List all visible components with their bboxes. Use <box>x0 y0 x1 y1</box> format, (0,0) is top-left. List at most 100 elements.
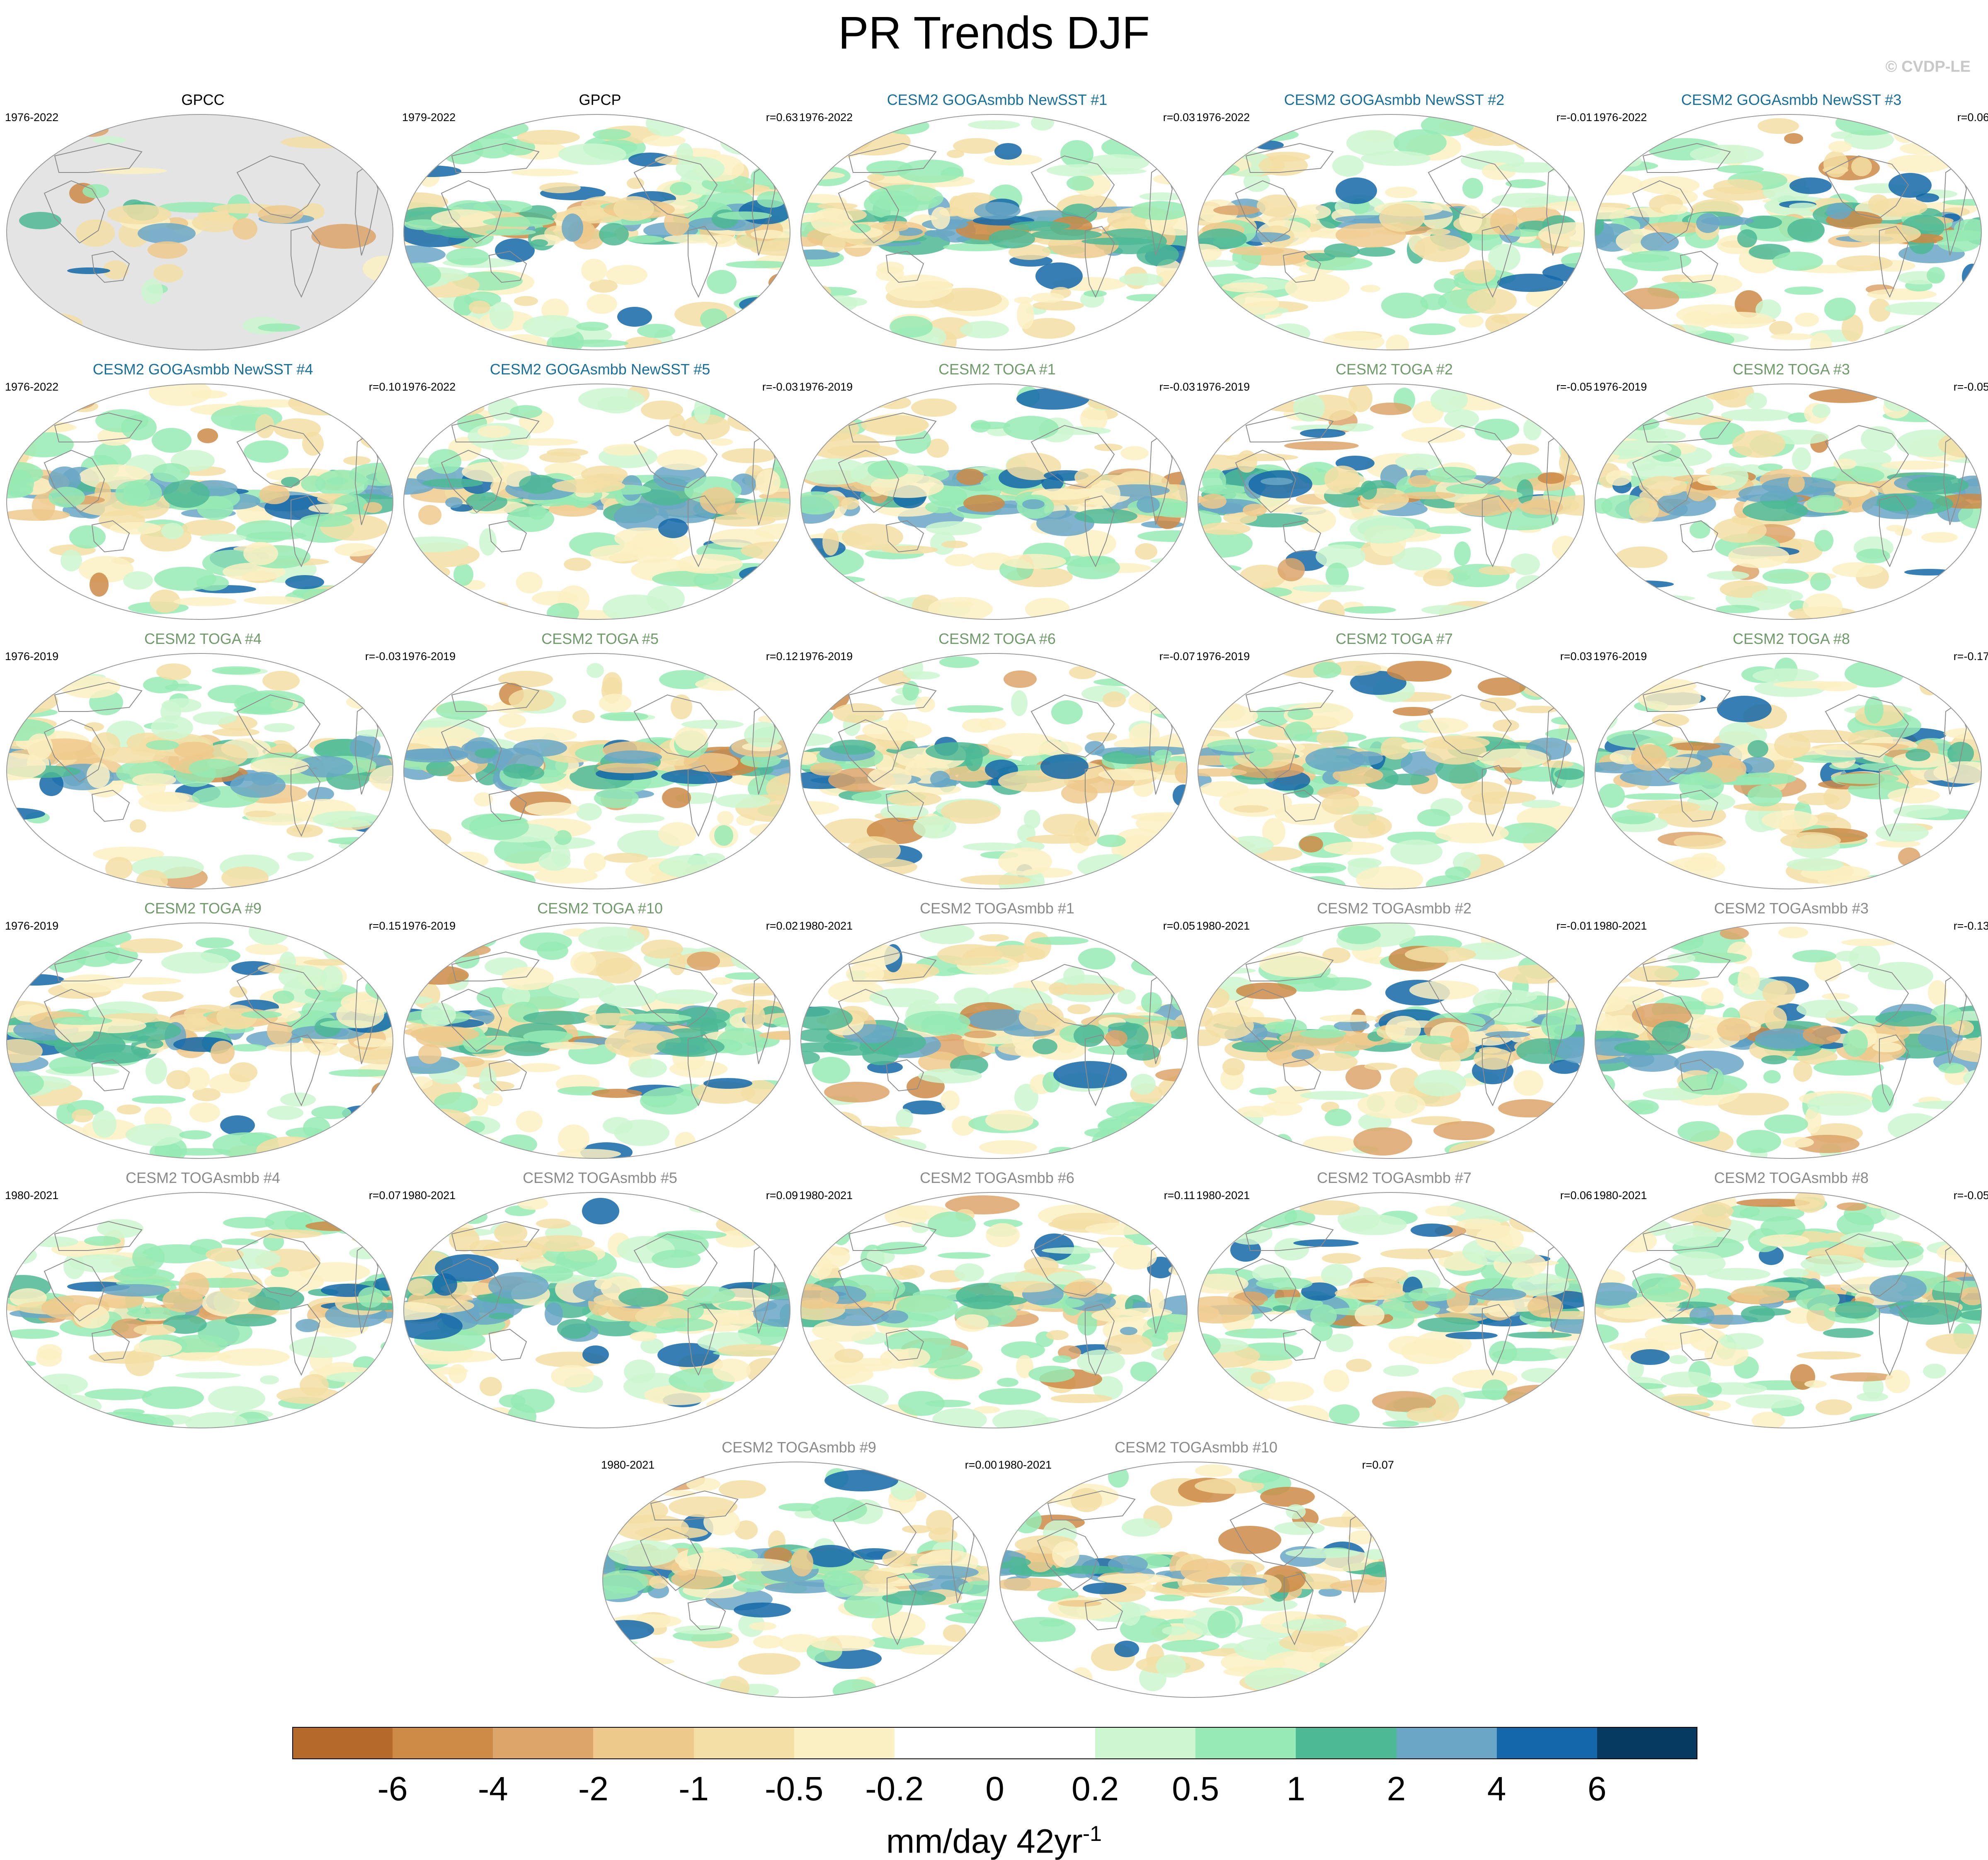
trend-blob <box>1603 1376 1620 1392</box>
map-border <box>999 1462 1387 1698</box>
trend-blob <box>706 235 737 247</box>
panel-title: CESM2 TOGA #2 <box>1336 361 1453 378</box>
coastline <box>633 694 718 758</box>
trend-blob <box>1273 1305 1291 1312</box>
trend-blob <box>576 322 609 331</box>
trend-blob <box>717 811 734 825</box>
trend-blob <box>1850 1413 1908 1425</box>
trend-blob <box>51 1017 112 1025</box>
trend-blob <box>1080 406 1108 432</box>
trend-blob <box>1096 1237 1134 1248</box>
trend-blob <box>675 726 708 751</box>
trend-blob <box>161 523 184 539</box>
coastline <box>441 719 502 783</box>
trend-blob <box>1814 957 1842 981</box>
coastline <box>291 1304 321 1376</box>
map-border <box>800 923 1188 1159</box>
trend-blob <box>355 602 373 619</box>
trend-blob <box>1818 812 1838 821</box>
trend-blob <box>262 671 300 691</box>
trend-blob <box>529 505 546 520</box>
trend-blob <box>511 169 578 176</box>
trend-blob <box>1478 677 1526 696</box>
trend-blob <box>1889 396 1944 404</box>
trend-blob <box>243 542 278 565</box>
trend-blob <box>1836 255 1893 271</box>
trend-blob <box>1198 1206 1215 1213</box>
colorbar-tick-label: 1 <box>1286 1770 1306 1808</box>
trend-blob <box>1380 1248 1453 1259</box>
trend-blob <box>881 1310 908 1323</box>
trend-blob <box>1426 228 1450 235</box>
trend-blob <box>801 250 840 260</box>
trend-blob <box>1933 761 1981 784</box>
trend-blob <box>1721 409 1792 421</box>
trend-blob <box>605 1030 666 1057</box>
trend-blob <box>1913 1101 1979 1109</box>
map-panel: CESM2 TOGAsmbb #4 1980-2021 r=0.07 <box>5 1169 401 1435</box>
trend-blob <box>1395 454 1442 470</box>
panel-period: 1976-2022 <box>1593 111 1647 124</box>
trend-blob <box>997 1378 1018 1387</box>
coastline <box>1283 250 1321 283</box>
trend-blob <box>877 262 904 274</box>
page-title: PR Trends DJF <box>838 7 1150 58</box>
trend-blob <box>47 128 77 141</box>
trend-blob <box>703 1078 752 1089</box>
trend-blob <box>1303 1136 1358 1153</box>
trend-blob <box>627 236 664 243</box>
trend-blob <box>1225 951 1243 965</box>
trend-blob <box>404 593 420 615</box>
trend-blob <box>1165 681 1187 690</box>
trend-blob <box>1659 757 1701 768</box>
trend-blob <box>518 1063 560 1072</box>
trend-blob <box>1104 386 1123 403</box>
trend-blob <box>422 1350 497 1362</box>
colorbar-segment <box>794 1727 895 1759</box>
trend-blob <box>1154 1416 1186 1422</box>
trend-blob <box>655 989 715 1004</box>
trend-blob <box>719 1480 766 1498</box>
trend-blob <box>1772 252 1823 271</box>
trend-blob <box>1713 179 1763 194</box>
trend-blob <box>1304 253 1335 261</box>
trend-blob <box>1011 690 1028 716</box>
trend-blob <box>835 297 867 306</box>
coastline <box>236 964 321 1027</box>
trend-blob <box>1174 561 1187 580</box>
trend-blob <box>1052 983 1125 995</box>
trend-blob <box>562 214 583 242</box>
trend-blob <box>1934 1144 1981 1158</box>
trend-blob <box>693 571 733 590</box>
trend-blob <box>1030 937 1089 945</box>
coastline <box>848 412 937 442</box>
trend-blob <box>179 1130 211 1139</box>
trend-blob <box>1369 1469 1386 1496</box>
trend-blob <box>407 1278 432 1296</box>
map-border <box>800 1192 1188 1428</box>
trend-blob <box>724 126 789 149</box>
trend-blob <box>945 1195 1020 1214</box>
trend-blob <box>810 1364 873 1385</box>
trend-blob <box>896 1348 930 1367</box>
trend-blob <box>1921 532 1958 543</box>
trend-blob <box>87 762 110 788</box>
trend-blob <box>1814 530 1833 551</box>
colorbar-tick-label: 6 <box>1588 1770 1607 1808</box>
coastline <box>650 1490 739 1520</box>
trend-blob <box>1259 952 1331 977</box>
trend-blob <box>695 677 752 691</box>
trend-blob <box>1930 1281 1981 1293</box>
trend-blob <box>1645 862 1686 885</box>
trend-blob <box>960 875 1031 885</box>
trend-blob <box>1089 480 1120 508</box>
trend-blob <box>189 1102 220 1122</box>
trend-blob <box>918 1051 960 1072</box>
trend-blob <box>446 248 489 265</box>
coastline <box>54 682 143 712</box>
trend-blob <box>1144 1609 1197 1619</box>
coastline <box>91 1328 130 1361</box>
trend-blob <box>708 1315 769 1324</box>
trend-blob <box>1652 1021 1691 1046</box>
trend-blob <box>584 853 606 872</box>
